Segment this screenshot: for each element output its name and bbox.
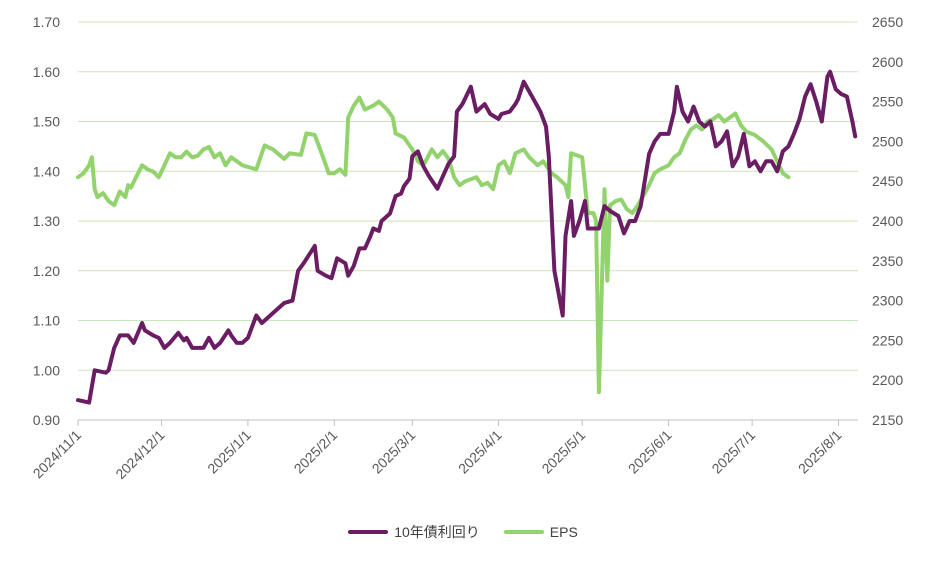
x-tick-label: 2025/8/1 xyxy=(795,427,845,477)
legend-item-eps: EPS xyxy=(503,522,578,542)
y-right-tick-label: 2600 xyxy=(872,54,903,70)
x-tick-label: 2025/3/1 xyxy=(369,427,419,477)
y-left-tick-label: 1.60 xyxy=(33,64,60,80)
legend: 10年債利回り EPS xyxy=(0,522,926,542)
y-left-tick-label: 1.50 xyxy=(33,114,60,130)
legend-swatch-yield xyxy=(348,530,389,534)
legend-label-eps: EPS xyxy=(549,524,578,540)
legend-item-yield: 10年債利回り xyxy=(348,522,480,542)
y-right-tick-label: 2550 xyxy=(872,94,903,110)
y-right-tick-label: 2250 xyxy=(872,332,903,348)
y-right-tick-label: 2200 xyxy=(872,372,903,388)
y-right-tick-label: 2450 xyxy=(872,173,903,189)
y-left-tick-label: 1.30 xyxy=(33,213,60,229)
x-tick-label: 2025/2/1 xyxy=(291,427,341,477)
legend-swatch-eps xyxy=(503,530,544,534)
x-tick-label: 2025/1/1 xyxy=(204,427,254,477)
series-line-yield xyxy=(76,69,858,405)
y-right-tick-label: 2400 xyxy=(872,213,903,229)
x-tick-label: 2025/4/1 xyxy=(455,427,505,477)
series-line-eps xyxy=(76,95,791,395)
y-right-tick-label: 2500 xyxy=(872,133,903,149)
y-left-tick-label: 1.20 xyxy=(33,263,60,279)
y-left-tick-label: 1.40 xyxy=(33,163,60,179)
y-right-tick-label: 2300 xyxy=(872,293,903,309)
y-left-tick-label: 1.00 xyxy=(33,362,60,378)
x-tick-label: 2025/5/1 xyxy=(538,427,588,477)
y-right-tick-label: 2350 xyxy=(872,253,903,269)
x-tick-label: 2025/6/1 xyxy=(625,427,675,477)
legend-label-yield: 10年債利回り xyxy=(394,524,480,540)
x-tick-label: 2024/11/1 xyxy=(29,427,84,482)
y-right-tick-label: 2650 xyxy=(872,14,903,30)
y-left-tick-label: 1.70 xyxy=(33,14,60,30)
y-right-tick-label: 2150 xyxy=(872,412,903,428)
y-left-tick-label: 1.10 xyxy=(33,313,60,329)
y-left-tick-label: 0.90 xyxy=(33,412,60,428)
x-tick-label: 2024/12/1 xyxy=(112,427,168,483)
x-tick-label: 2025/7/1 xyxy=(708,427,758,477)
